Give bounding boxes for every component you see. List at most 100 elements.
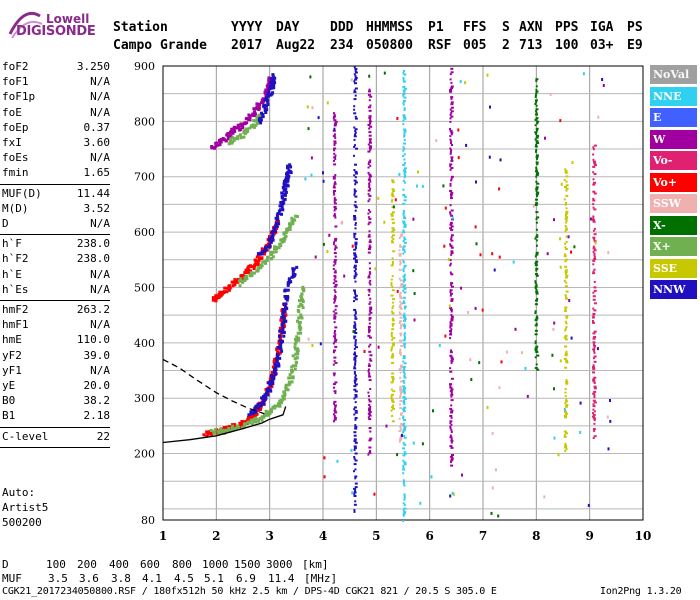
band-mark bbox=[353, 277, 356, 280]
band-mark bbox=[400, 323, 404, 326]
band-mark bbox=[368, 451, 372, 454]
band-mark bbox=[390, 294, 394, 297]
band-mark bbox=[391, 342, 395, 345]
echo-point bbox=[551, 353, 554, 357]
echo-point bbox=[224, 139, 228, 143]
band-mark bbox=[450, 195, 453, 198]
band-mark bbox=[391, 338, 394, 341]
echo-point bbox=[290, 216, 294, 220]
echo-point bbox=[263, 260, 267, 264]
band-mark bbox=[390, 200, 393, 203]
param-name: yF1 bbox=[2, 363, 22, 377]
echo-point bbox=[284, 306, 287, 310]
band-mark bbox=[563, 178, 566, 181]
echo-point bbox=[277, 362, 281, 366]
echo-point bbox=[263, 393, 267, 397]
echo-point bbox=[280, 238, 284, 242]
band-mark bbox=[403, 484, 406, 487]
band-mark bbox=[400, 380, 404, 383]
band-mark bbox=[593, 419, 596, 422]
echo-point bbox=[291, 218, 295, 222]
band-mark bbox=[563, 357, 567, 360]
auto-program: Artist5 bbox=[2, 501, 49, 514]
band-mark bbox=[536, 163, 539, 166]
band-mark bbox=[536, 244, 538, 247]
band-mark bbox=[353, 174, 356, 177]
band-mark bbox=[390, 395, 393, 398]
band-mark bbox=[369, 104, 372, 107]
band-mark bbox=[400, 412, 404, 415]
band-mark bbox=[392, 229, 396, 231]
band-mark bbox=[353, 326, 357, 329]
band-mark bbox=[333, 275, 337, 278]
band-mark bbox=[403, 332, 406, 335]
echo-point bbox=[282, 185, 286, 189]
band-mark bbox=[593, 351, 596, 354]
band-mark bbox=[535, 299, 538, 302]
band-mark bbox=[398, 237, 401, 239]
echo-point bbox=[280, 205, 284, 209]
band-mark bbox=[399, 407, 403, 410]
echo-point bbox=[294, 340, 298, 344]
band-mark bbox=[450, 71, 454, 74]
band-mark bbox=[565, 184, 569, 187]
band-mark bbox=[403, 319, 406, 322]
echo-point bbox=[255, 259, 259, 263]
echo-point bbox=[297, 338, 301, 342]
band-mark bbox=[450, 283, 453, 286]
band-mark bbox=[564, 265, 568, 268]
echo-point bbox=[273, 76, 277, 80]
band-mark bbox=[450, 229, 454, 231]
band-mark bbox=[535, 127, 539, 130]
band-mark bbox=[353, 406, 357, 409]
band-mark bbox=[399, 327, 402, 330]
band-mark bbox=[353, 296, 357, 299]
band-mark bbox=[402, 259, 405, 262]
legend-item-x: X+ bbox=[650, 237, 697, 256]
band-mark bbox=[333, 418, 337, 421]
band-mark bbox=[368, 290, 371, 293]
band-mark bbox=[333, 340, 337, 343]
echo-point bbox=[252, 271, 256, 275]
echo-point bbox=[268, 245, 272, 249]
x-tick-label: 10 bbox=[635, 529, 652, 543]
band-mark bbox=[332, 282, 335, 285]
band-mark bbox=[564, 295, 567, 298]
echo-point bbox=[231, 280, 235, 284]
band-mark bbox=[535, 143, 538, 146]
band-mark bbox=[565, 258, 569, 261]
band-mark bbox=[368, 418, 372, 421]
band-mark bbox=[592, 250, 595, 253]
band-mark bbox=[368, 404, 371, 406]
band-mark bbox=[564, 271, 568, 274]
band-mark bbox=[536, 191, 540, 194]
echo-point bbox=[253, 264, 257, 268]
band-mark bbox=[564, 225, 567, 227]
header-label-0: Station bbox=[113, 20, 168, 35]
band-mark bbox=[449, 227, 453, 230]
band-mark bbox=[450, 167, 454, 169]
band-mark bbox=[450, 285, 454, 288]
param-value: N/A bbox=[90, 363, 110, 377]
echo-point bbox=[290, 380, 294, 384]
echo-point bbox=[261, 97, 265, 101]
echo-point bbox=[310, 173, 313, 177]
band-mark bbox=[449, 165, 452, 168]
band-mark bbox=[368, 182, 371, 185]
band-mark bbox=[333, 271, 337, 274]
band-mark bbox=[369, 118, 372, 121]
band-mark bbox=[353, 266, 357, 269]
echo-point bbox=[451, 491, 454, 495]
band-mark bbox=[333, 140, 337, 143]
band-mark bbox=[449, 221, 453, 224]
echo-point bbox=[230, 127, 234, 131]
band-mark bbox=[593, 208, 597, 211]
band-mark bbox=[534, 99, 538, 102]
band-mark bbox=[402, 85, 406, 88]
echo-point bbox=[261, 260, 265, 264]
band-mark bbox=[536, 120, 540, 123]
echo-point bbox=[213, 297, 217, 301]
band-mark bbox=[565, 400, 569, 403]
band-mark bbox=[391, 377, 395, 380]
band-mark bbox=[564, 329, 567, 332]
